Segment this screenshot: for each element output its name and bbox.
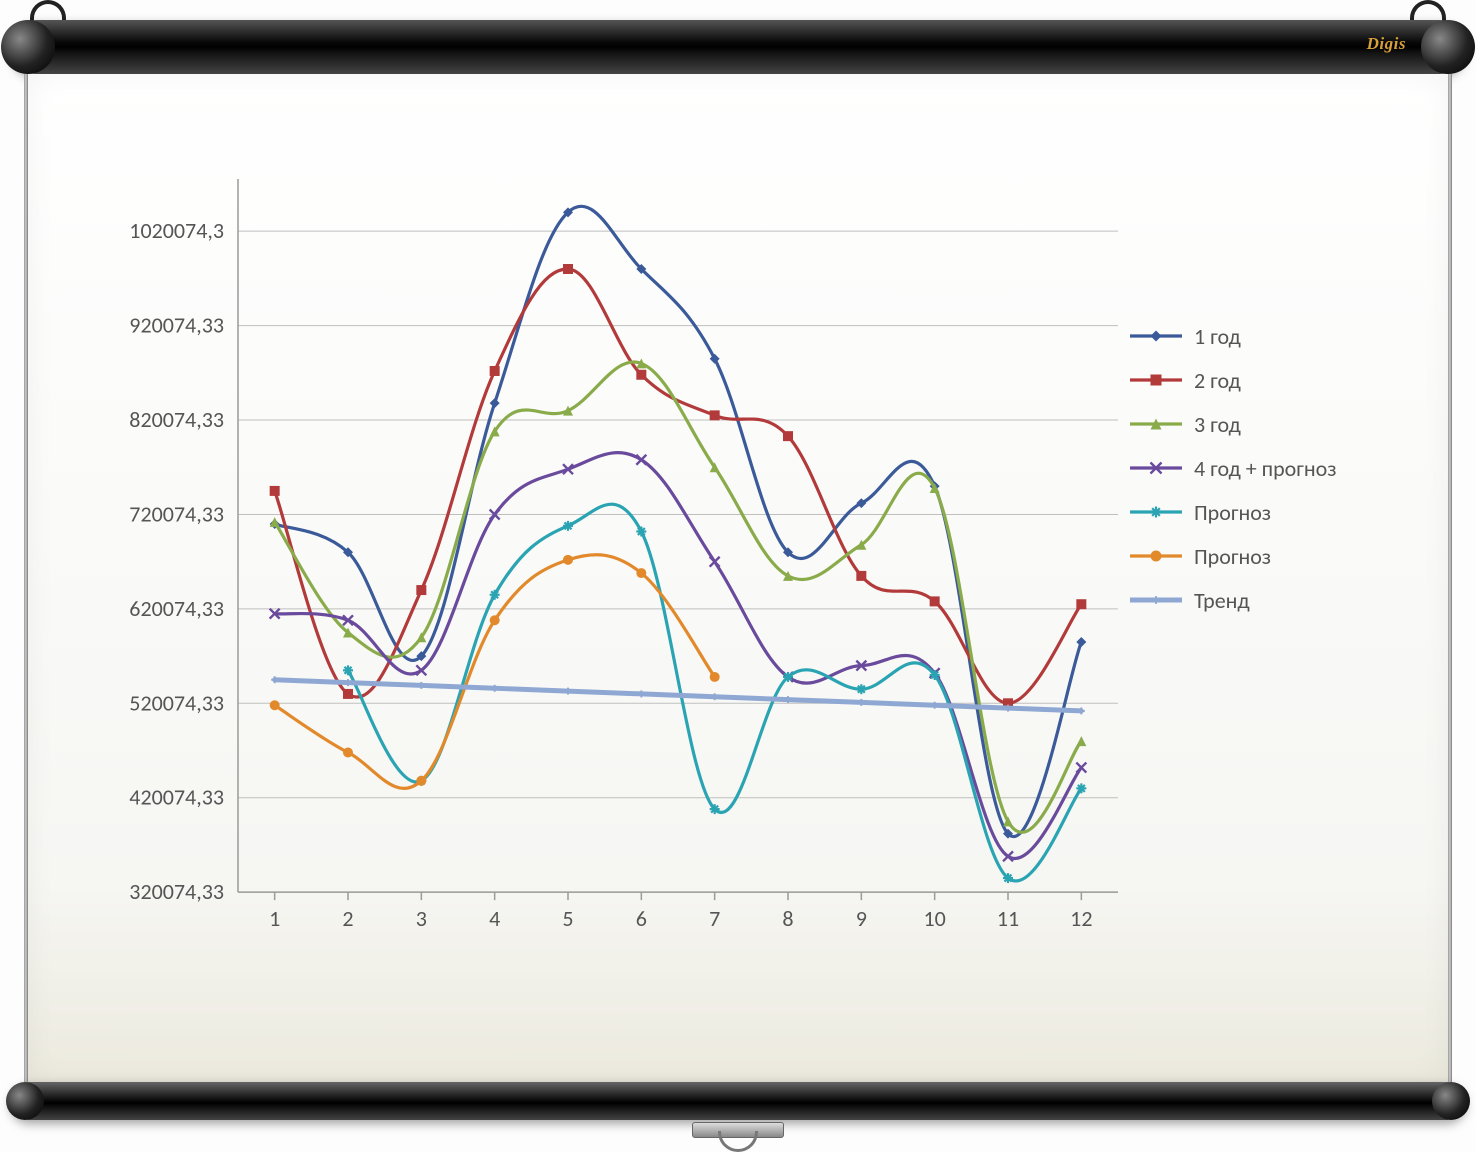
legend-label: Прогноз: [1194, 543, 1271, 570]
legend-label: Тренд: [1194, 587, 1250, 614]
y-tick-label: 1020074,3: [129, 217, 224, 244]
x-tick-label: 12: [1070, 905, 1092, 932]
legend-item: 4 год + прогноз: [1128, 446, 1388, 490]
x-tick-label: 5: [562, 905, 573, 932]
brand-label: Digis: [1367, 34, 1406, 54]
y-tick-label: 920074,33: [129, 312, 224, 339]
x-tick-label: 7: [709, 905, 720, 932]
y-tick-label: 320074,33: [129, 878, 224, 905]
legend-item: Прогноз: [1128, 490, 1388, 534]
legend-item: 1 год: [1128, 314, 1388, 358]
legend-item: Тренд: [1128, 578, 1388, 622]
legend-label: 4 год + прогноз: [1194, 455, 1337, 482]
x-tick-label: 6: [636, 905, 647, 932]
legend-swatch: [1128, 368, 1184, 392]
screen-bottom-bar: [10, 1082, 1466, 1120]
legend-swatch: [1128, 456, 1184, 480]
y-tick-label: 420074,33: [129, 784, 224, 811]
x-tick-label: 3: [416, 905, 427, 932]
legend-label: 1 год: [1194, 323, 1241, 350]
y-tick-label: 720074,33: [129, 500, 224, 527]
legend-item: Прогноз: [1128, 534, 1388, 578]
x-tick-label: 2: [342, 905, 353, 932]
pull-ring: [718, 1131, 758, 1152]
series-forecast2: [270, 555, 720, 789]
bottom-cap-left: [6, 1082, 44, 1120]
chart-legend: 1 год 2 год 3 год 4 год + прогноз Прогноз Про…: [1128, 314, 1388, 622]
screen-top-bar: [10, 20, 1466, 74]
bottom-cap-right: [1432, 1082, 1470, 1120]
top-cap-left: [1, 20, 55, 74]
legend-item: 2 год: [1128, 358, 1388, 402]
x-tick-label: 4: [489, 905, 500, 932]
x-tick-label: 9: [856, 905, 867, 932]
side-rail-right: [1448, 74, 1452, 1082]
legend-label: Прогноз: [1194, 499, 1271, 526]
legend-item: 3 год: [1128, 402, 1388, 446]
y-tick-label: 520074,33: [129, 689, 224, 716]
x-tick-label: 1: [269, 905, 280, 932]
legend-swatch: [1128, 412, 1184, 436]
legend-swatch: [1128, 588, 1184, 612]
projector-screen: Digis 320074,33 420074,33 520074,33 620074,…: [0, 0, 1476, 1148]
legend-label: 3 год: [1194, 411, 1241, 438]
legend-swatch: [1128, 324, 1184, 348]
y-tick-label: 620074,33: [129, 595, 224, 622]
legend-label: 2 год: [1194, 367, 1241, 394]
y-tick-label: 820074,33: [129, 406, 224, 433]
legend-swatch: [1128, 544, 1184, 568]
top-cap-right: [1421, 20, 1475, 74]
legend-swatch: [1128, 500, 1184, 524]
x-tick-label: 11: [997, 905, 1019, 932]
x-tick-label: 8: [782, 905, 793, 932]
screen-canvas: 320074,33 420074,33 520074,33 620074,33 7200…: [28, 74, 1448, 1082]
x-tick-label: 10: [924, 905, 946, 932]
